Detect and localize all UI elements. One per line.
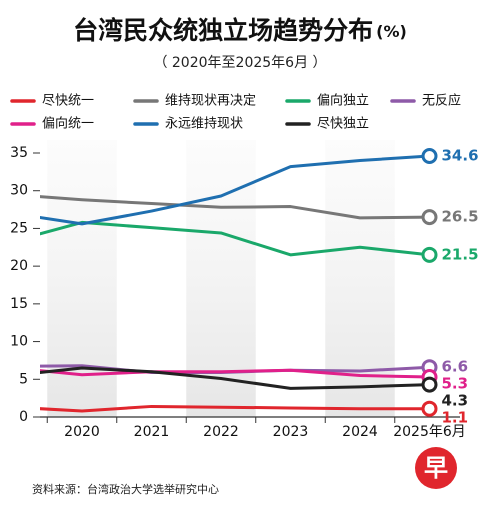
series-line (40, 368, 430, 379)
x-tick-label: 2025年6月 (393, 424, 466, 440)
y-tick-label: 15 (10, 296, 28, 312)
end-marker (421, 400, 438, 417)
y-tick-label: 25 (10, 220, 28, 236)
x-tick-label: 2023 (273, 424, 309, 440)
subtitle: （ 2020年至2025年6月 ） (153, 55, 326, 71)
end-marker (421, 376, 438, 393)
y-tick-label: 0 (19, 409, 28, 425)
plot (40, 154, 430, 413)
x-tick-label: 2021 (134, 424, 170, 440)
value-label: 34.6 (442, 147, 479, 165)
value-label: 21.5 (442, 245, 479, 263)
legend-label: 无反应 (422, 93, 461, 109)
value-label: 1.1 (442, 409, 469, 427)
value-label: 6.6 (442, 358, 469, 376)
value-label: 26.5 (442, 208, 479, 226)
value-label: 5.3 (442, 375, 469, 393)
series-line (40, 195, 430, 220)
series-line (40, 154, 430, 226)
logo-badge (415, 447, 457, 489)
series-line (40, 404, 430, 413)
y-tick-label: 5 (19, 371, 28, 387)
x-tick-label: 2020 (64, 424, 100, 440)
title-unit: (%) (376, 22, 407, 41)
legend-label: 维持现状再决定 (165, 94, 256, 109)
legend-label: 偏向统一 (42, 116, 94, 132)
x-tick-label: 2024 (342, 424, 378, 440)
logo: 早 (424, 454, 448, 482)
title-main: 台湾民众统独立场趋势分布 (73, 16, 373, 45)
end-marker (421, 209, 438, 226)
source: 资料来源：台湾政治大学选举研究中心 (32, 482, 219, 496)
legend-label: 尽快独立 (317, 117, 369, 132)
y-tick-label: 35 (10, 145, 28, 161)
end-marker (421, 148, 438, 165)
legend-label: 永远维持现状 (165, 117, 243, 132)
y-tick-label: 30 (10, 183, 28, 199)
legend-label: 偏向独立 (317, 93, 369, 109)
chart-title: 台湾民众统独立场趋势分布 (%) (73, 16, 407, 45)
y-tick-label: 10 (10, 334, 28, 350)
y-tick-label: 20 (10, 258, 28, 274)
end-marker (421, 246, 438, 263)
value-label: 4.3 (442, 392, 469, 410)
legend-label: 尽快统一 (42, 94, 94, 109)
x-tick-label: 2022 (203, 424, 239, 440)
series-line (40, 366, 430, 390)
